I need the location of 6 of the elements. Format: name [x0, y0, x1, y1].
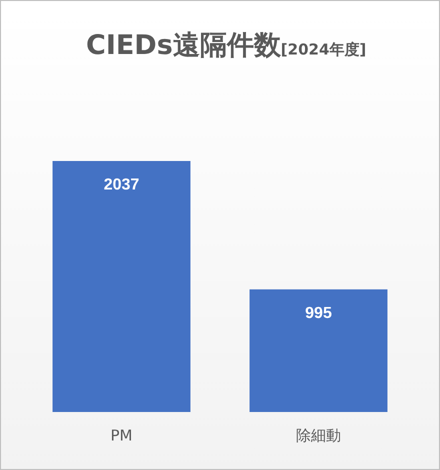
x-tick-label: PM [110, 426, 132, 444]
chart-subtitle: [2024年度] [280, 40, 366, 58]
data-label: 2037 [104, 176, 140, 194]
chart-title: CIEDs遠隔件数 [86, 30, 282, 61]
x-tick-label: 除細動 [296, 426, 341, 444]
data-label: 995 [305, 304, 332, 322]
